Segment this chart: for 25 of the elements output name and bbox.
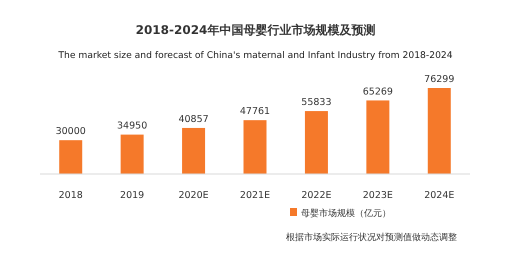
data-label: 65269 (362, 86, 393, 98)
bar (182, 128, 206, 174)
data-label: 47761 (240, 106, 270, 118)
chart-title: 2018-2024年中国母婴行业市场规模及预测 (136, 23, 376, 37)
data-label: 55833 (301, 97, 332, 108)
data-label: 76299 (424, 74, 454, 85)
bar (428, 88, 451, 174)
bar (59, 140, 82, 174)
chart-subtitle: The market size and forecast of China's maternal and Infant Industry from 2018-2024 (57, 50, 453, 61)
bar (120, 134, 144, 174)
x-tick-label: 2019 (120, 190, 144, 201)
bar (304, 111, 328, 174)
data-label: 30000 (56, 126, 86, 138)
bar (366, 100, 390, 174)
x-tick-label: 2021E (240, 190, 270, 201)
x-tick-label: 2018 (58, 190, 83, 201)
bar (244, 120, 266, 174)
data-label: 34950 (117, 120, 148, 132)
x-tick-label: 2024E (424, 190, 454, 201)
x-tick-label: 2020E (178, 190, 209, 201)
data-label: 40857 (178, 114, 209, 125)
x-tick-label: 2022E (301, 190, 332, 201)
text: 根据市场实际运行状况对预测值做动态调整 (286, 232, 457, 243)
legend-label: 母婴市场规模（亿元） (301, 208, 391, 219)
x-tick-label: 2023E (362, 190, 393, 201)
